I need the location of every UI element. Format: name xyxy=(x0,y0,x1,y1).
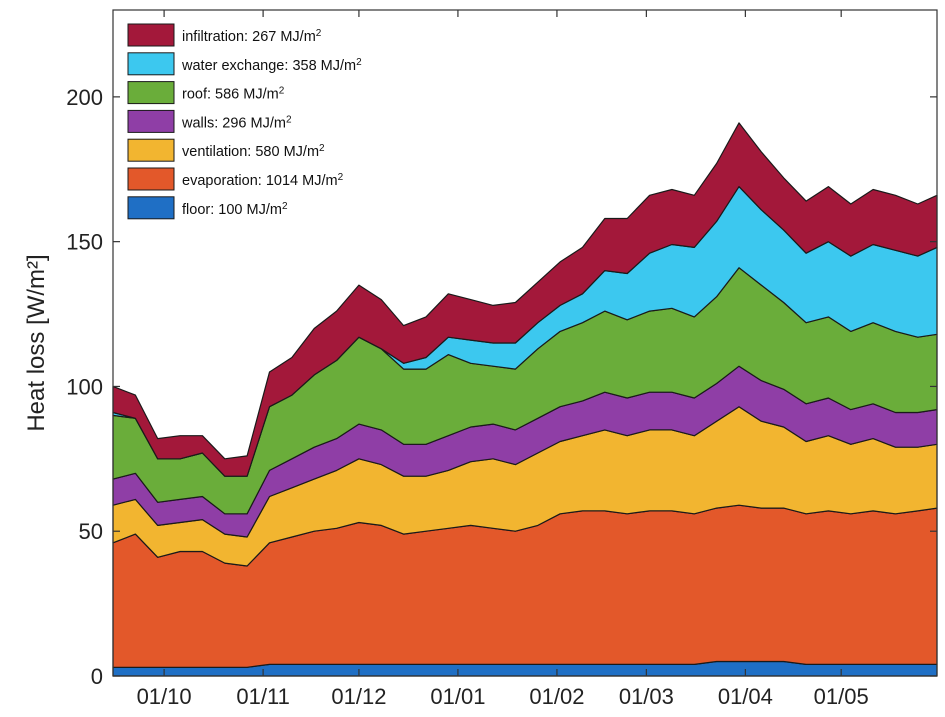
x-tick-label: 01/05 xyxy=(814,684,869,709)
y-tick-label: 200 xyxy=(66,85,103,110)
x-tick-label: 01/03 xyxy=(619,684,674,709)
legend-swatch-roof xyxy=(127,81,175,105)
legend-label-roof: roof: 586 MJ/m2 xyxy=(182,85,285,103)
x-tick-label: 01/11 xyxy=(236,684,289,709)
legend-label-infiltration: infiltration: 267 MJ/m2 xyxy=(182,28,322,46)
legend-swatch-ventilation xyxy=(127,138,175,162)
y-tick-label: 100 xyxy=(66,374,103,399)
stacked-areas xyxy=(112,122,938,677)
legend: infiltration: 267 MJ/m2 water exchange: 3… xyxy=(127,23,362,220)
x-tick-label: 01/12 xyxy=(331,684,386,709)
plot-frame xyxy=(112,9,938,677)
legend-swatch-floor xyxy=(127,196,175,220)
legend-label-walls: walls: 296 MJ/m2 xyxy=(181,114,292,131)
legend-swatch-walls xyxy=(127,109,175,133)
y-axis-label: Heat loss [W/m²] xyxy=(23,254,50,431)
x-tick-label: 01/02 xyxy=(529,684,584,709)
y-tick-label: 0 xyxy=(91,664,103,689)
y-tick-label: 50 xyxy=(79,519,103,544)
y-tick-label: 150 xyxy=(66,230,103,255)
legend-swatch-infiltration xyxy=(127,23,175,47)
legend-label-evaporation: evaporation: 1014 MJ/m2 xyxy=(182,172,344,190)
x-tick-label: 01/10 xyxy=(137,684,192,709)
legend-label-ventilation: ventilation: 580 MJ/m2 xyxy=(182,143,325,161)
axes: 0 50 100 150 200 01/10 01/11 01/12 01/01 01/02 01/… xyxy=(66,9,938,709)
legend-label-water-exchange: water exchange: 358 MJ/m2 xyxy=(181,56,362,74)
legend-swatch-evaporation xyxy=(127,167,175,191)
x-tick-label: 01/04 xyxy=(718,684,773,709)
legend-swatch-water-exchange xyxy=(127,52,175,76)
x-tick-label: 01/01 xyxy=(430,684,485,709)
legend-label-floor: floor: 100 MJ/m2 xyxy=(182,200,288,218)
